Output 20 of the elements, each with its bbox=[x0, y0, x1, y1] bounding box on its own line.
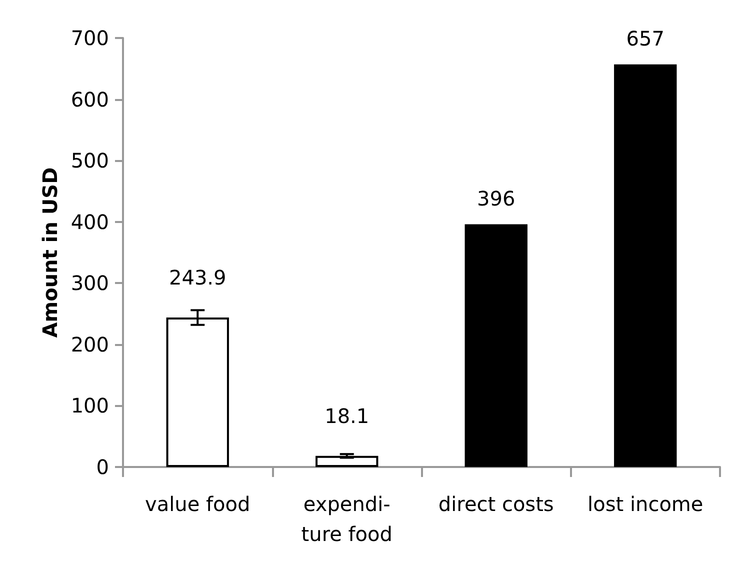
data-label: 396 bbox=[477, 186, 516, 210]
x-tick-label: value food bbox=[145, 492, 250, 516]
bar bbox=[614, 64, 677, 467]
y-tick-label: 700 bbox=[70, 26, 109, 50]
y-tick-label: 300 bbox=[70, 271, 109, 296]
bar bbox=[316, 456, 378, 467]
y-tick-label: 400 bbox=[70, 210, 109, 234]
y-axis-title: Amount in USD bbox=[38, 167, 62, 338]
y-tick-label: 0 bbox=[96, 455, 109, 479]
y-tick-label: 600 bbox=[70, 87, 109, 112]
y-tick-label: 100 bbox=[70, 394, 109, 418]
y-tick-label: 200 bbox=[70, 332, 109, 356]
x-tick-label: lost income bbox=[588, 492, 704, 516]
data-label: 18.1 bbox=[324, 404, 370, 428]
x-tick-label: expendi- ture food bbox=[301, 492, 392, 546]
data-label: 657 bbox=[626, 26, 664, 50]
bar bbox=[464, 224, 528, 467]
data-label: 243.9 bbox=[168, 266, 226, 290]
x-tick-label: direct costs bbox=[438, 492, 554, 516]
y-tick-label: 500 bbox=[70, 148, 109, 173]
